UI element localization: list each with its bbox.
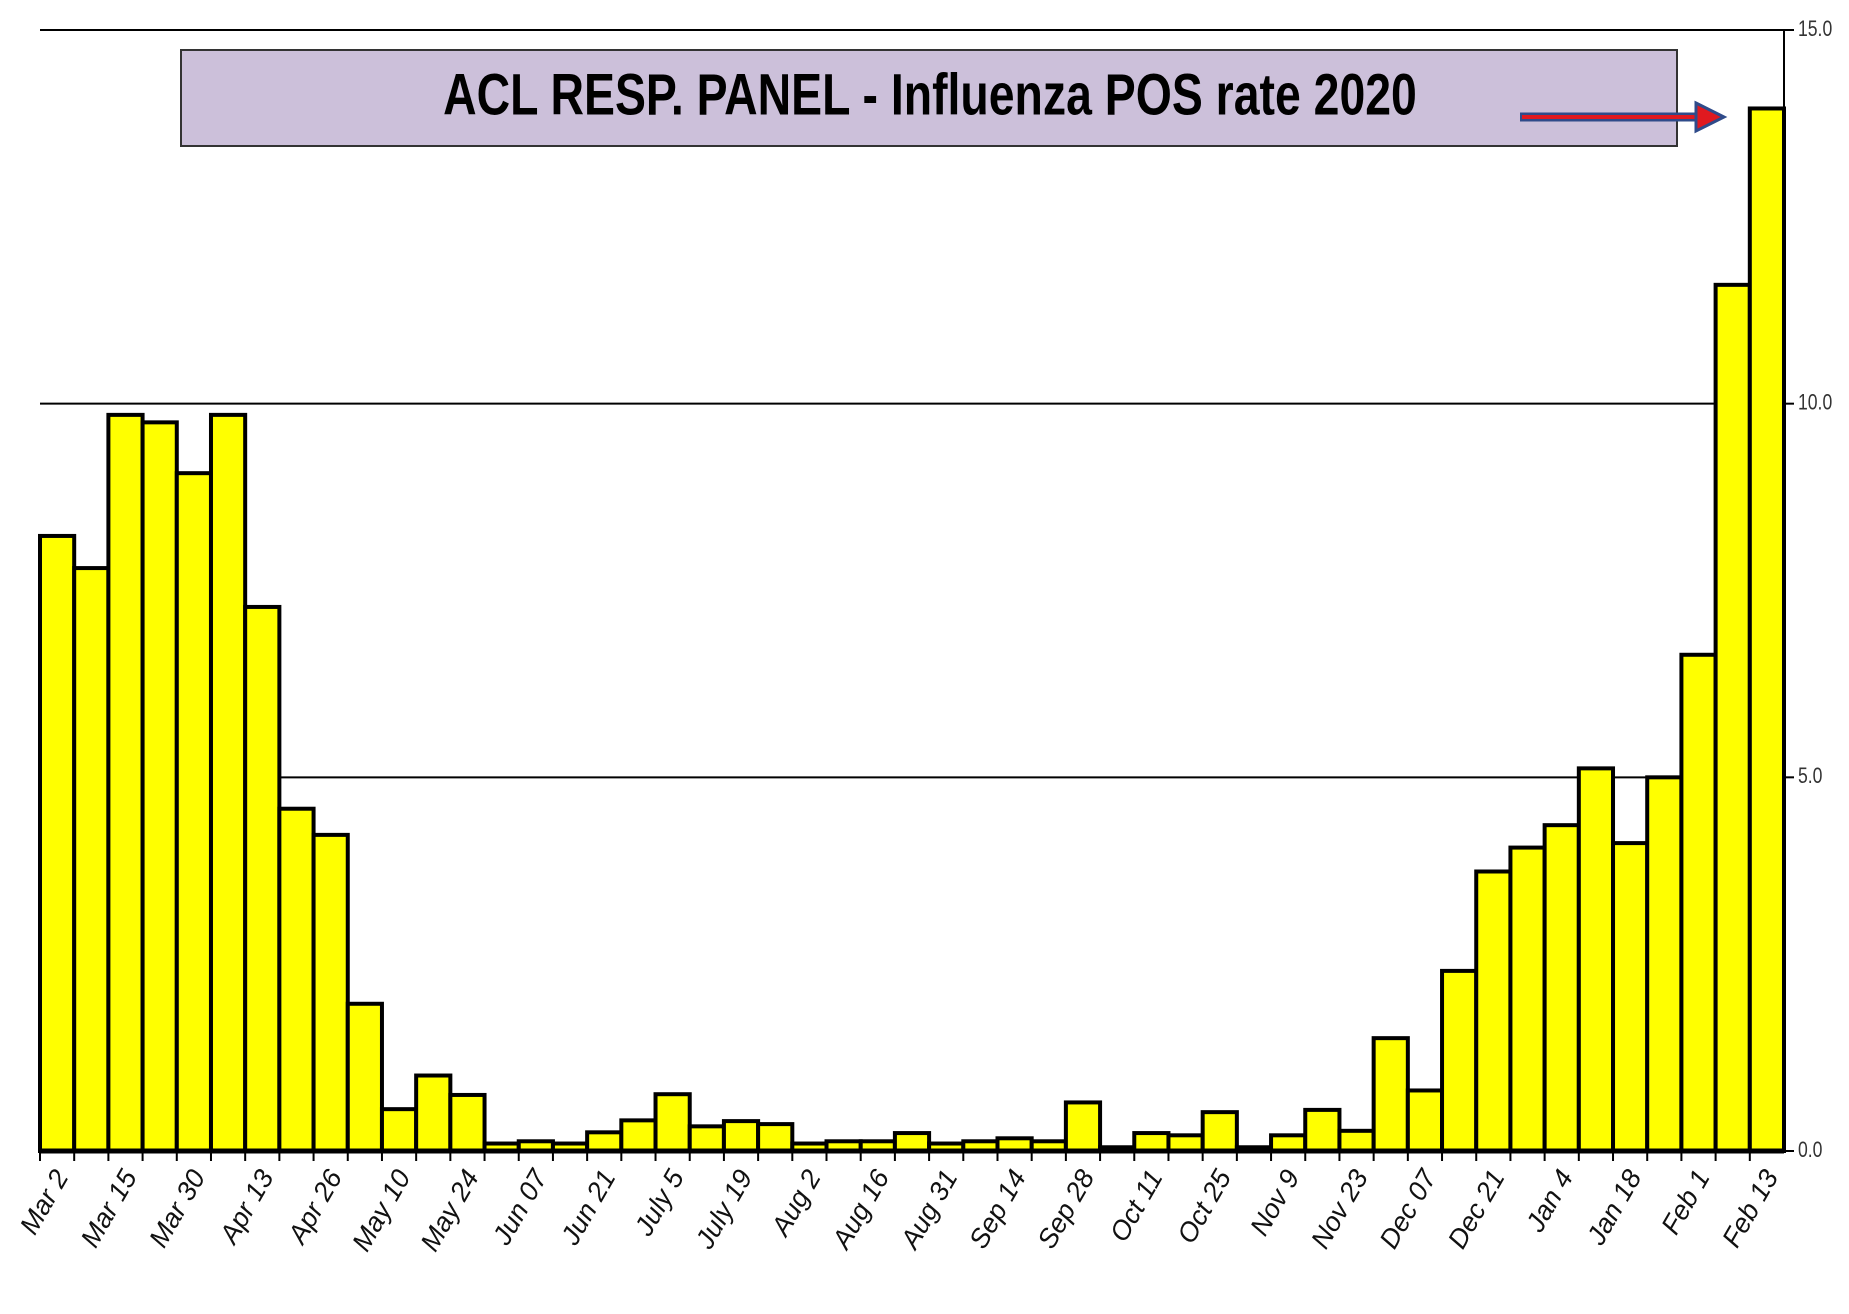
x-tick-label: Oct 25 [1171,1164,1237,1249]
bar [1576,766,1616,1154]
x-tick-label: Sep 14 [963,1165,1032,1254]
bar [1303,1107,1342,1153]
x-tick-label: Nov 23 [1305,1165,1374,1254]
x-tick-label: Jan 4 [1520,1165,1580,1238]
arrow-head [1694,100,1728,134]
bar [72,566,111,1153]
bar [345,1001,384,1153]
bar [277,806,316,1153]
bar [619,1118,658,1154]
bar [1645,775,1684,1153]
chart-title: ACL RESP. PANEL - Influenza POS rate 202… [443,62,1417,127]
y-tick-label: 15.0 [1798,17,1832,41]
bar [1132,1131,1171,1153]
bar [1063,1100,1103,1154]
bar [1542,823,1581,1153]
x-tick-label: Feb 1 [1655,1165,1716,1240]
bar [756,1122,795,1153]
x-tick-label: Oct 11 [1104,1165,1169,1247]
bar [1474,869,1513,1153]
bar [311,832,350,1153]
bar [448,1092,487,1153]
bar [379,1107,419,1153]
bar [1337,1128,1376,1154]
x-tick-label: Jun 07 [486,1164,554,1251]
x-tick-label: Dec 07 [1374,1164,1443,1254]
bar [414,1073,453,1153]
bar [1679,652,1718,1154]
x-tick-label: Jan 18 [1580,1165,1647,1251]
bar [1508,845,1547,1153]
bar [585,1130,624,1153]
y-tick-label: 10.0 [1798,391,1832,415]
x-tick-label: May 24 [415,1165,485,1257]
bar [653,1092,692,1153]
bar [1200,1110,1239,1154]
bar [140,420,179,1154]
bar [721,1119,761,1154]
x-tick-label: Feb 13 [1716,1165,1784,1253]
x-tick-label: Mar 30 [143,1165,211,1253]
x-tick-label: Apr 13 [213,1165,280,1251]
bar [174,471,213,1154]
bar [1611,841,1650,1154]
arrow [1520,100,1728,134]
x-tick-label: Aug 2 [765,1165,827,1243]
x-tick-label: Jun 21 [555,1165,622,1251]
title-box [180,49,1678,147]
x-tick-label: Dec 21 [1442,1165,1511,1254]
x-tick-label: Sep 28 [1032,1165,1101,1254]
x-tick-label: Mar 15 [75,1164,143,1253]
bar [1405,1088,1445,1153]
x-tick-label: July 5 [628,1164,690,1242]
bar [1713,282,1752,1154]
x-tick-label: Aug 16 [825,1164,895,1256]
x-tick-label: Apr 26 [281,1164,348,1250]
bar [1747,106,1787,1154]
bar [1440,968,1479,1153]
bar [106,412,145,1154]
x-tick-label: Nov 9 [1244,1165,1305,1241]
bar [38,533,77,1153]
x-tick-label: Aug 31 [894,1165,964,1256]
bar [1371,1036,1410,1154]
bar [892,1131,932,1153]
bar [687,1124,726,1154]
x-tick-label: July 19 [689,1165,758,1255]
bar [243,604,282,1153]
y-tick-label: 0.0 [1798,1138,1822,1162]
y-tick-label: 5.0 [1798,764,1822,788]
x-tick-label: Mar 2 [14,1165,74,1240]
bar [208,412,248,1154]
x-tick-label: May 10 [346,1165,416,1257]
